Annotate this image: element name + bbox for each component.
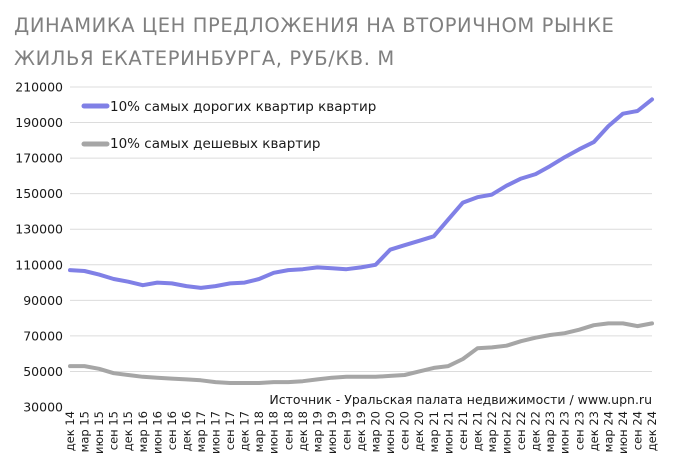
x-tick-label: мар 15 <box>78 411 92 452</box>
x-tick-label: дек 20 <box>412 411 426 451</box>
x-tick-label: сен 23 <box>572 411 586 450</box>
legend-label-expensive: 10% самых дорогих квартир квартир <box>110 99 376 115</box>
x-tick-label: мар 19 <box>310 411 324 452</box>
x-tick-label: мар 20 <box>369 411 383 452</box>
x-tick-label: сен 22 <box>514 411 528 450</box>
x-tick-label: мар 21 <box>427 411 441 452</box>
x-tick-label: сен 16 <box>165 411 179 450</box>
x-tick-label: июн 17 <box>209 411 223 454</box>
x-tick-label: дек 19 <box>354 411 368 451</box>
x-tick-label: мар 23 <box>543 411 557 452</box>
y-tick-label: 170000 <box>15 151 63 166</box>
x-tick-label: дек 24 <box>645 411 659 451</box>
x-tick-label: дек 16 <box>179 411 193 451</box>
x-tick-label: июн 23 <box>558 411 572 454</box>
y-tick-label: 50000 <box>23 364 63 379</box>
x-tick-label: дек 22 <box>529 411 543 451</box>
chart-title-line-2: ЖИЛЬЯ ЕКАТЕРИНБУРГА, РУБ/КВ. М <box>14 47 395 70</box>
y-tick-label: 210000 <box>15 80 63 95</box>
x-tick-label: сен 21 <box>456 411 470 450</box>
x-tick-label: сен 18 <box>281 411 295 450</box>
series-lines <box>68 97 654 385</box>
grid-lines <box>70 86 652 372</box>
x-tick-label: мар 17 <box>194 411 208 452</box>
x-tick-label: дек 23 <box>587 411 601 451</box>
series-line-cheap <box>68 321 654 385</box>
x-tick-label: сен 15 <box>107 411 121 450</box>
x-tick-label: июн 16 <box>150 411 164 454</box>
x-tick-label: дек 17 <box>238 411 252 451</box>
y-tick-label: 70000 <box>23 328 63 343</box>
chart-title: ДИНАМИКА ЦЕН ПРЕДЛОЖЕНИЯ НА ВТОРИЧНОМ РЫ… <box>14 14 614 70</box>
legend: 10% самых дорогих квартир квартир 10% са… <box>81 99 376 152</box>
y-tick-label: 190000 <box>15 115 63 130</box>
y-tick-label: 110000 <box>15 257 63 272</box>
x-tick-label: июн 24 <box>616 411 630 454</box>
chart-title-line-1: ДИНАМИКА ЦЕН ПРЕДЛОЖЕНИЯ НА ВТОРИЧНОМ РЫ… <box>14 14 614 37</box>
x-tick-label: июн 18 <box>267 411 281 454</box>
x-tick-label: июн 21 <box>441 411 455 454</box>
x-tick-label: дек 15 <box>121 411 135 451</box>
y-tick-label: 130000 <box>15 222 63 237</box>
source-note: Источник - Уральская палата недвижимости… <box>269 392 652 407</box>
x-tick-label: сен 17 <box>223 411 237 450</box>
x-tick-label: дек 21 <box>470 411 484 451</box>
y-tick-label: 30000 <box>23 400 63 415</box>
x-tick-label: сен 19 <box>339 411 353 450</box>
x-tick-label: мар 22 <box>485 411 499 452</box>
x-tick-label: мар 24 <box>601 411 615 452</box>
x-tick-label: июн 19 <box>325 411 339 454</box>
y-tick-label: 150000 <box>15 186 63 201</box>
x-tick-label: дек 18 <box>296 411 310 451</box>
y-axis-tick-labels: 30000 50000 70000 90000 110000 130000 150000 17… <box>15 80 63 415</box>
x-tick-label: сен 24 <box>630 411 644 450</box>
x-tick-label: июн 22 <box>500 411 514 454</box>
x-tick-label: мар 18 <box>252 411 266 452</box>
x-tick-label: мар 16 <box>136 411 150 452</box>
y-tick-label: 90000 <box>23 293 63 308</box>
x-tick-label: дек 14 <box>63 411 77 451</box>
x-tick-label: сен 20 <box>398 411 412 450</box>
x-axis-tick-labels: дек 14 мар 15 июн 15 сен 15 дек 15 мар 16 июн … <box>63 411 659 454</box>
x-tick-label: июн 15 <box>92 411 106 454</box>
x-tick-label: июн 20 <box>383 411 397 454</box>
series-line-expensive <box>68 97 654 290</box>
legend-label-cheap: 10% самых дешевых квартир <box>110 136 320 152</box>
